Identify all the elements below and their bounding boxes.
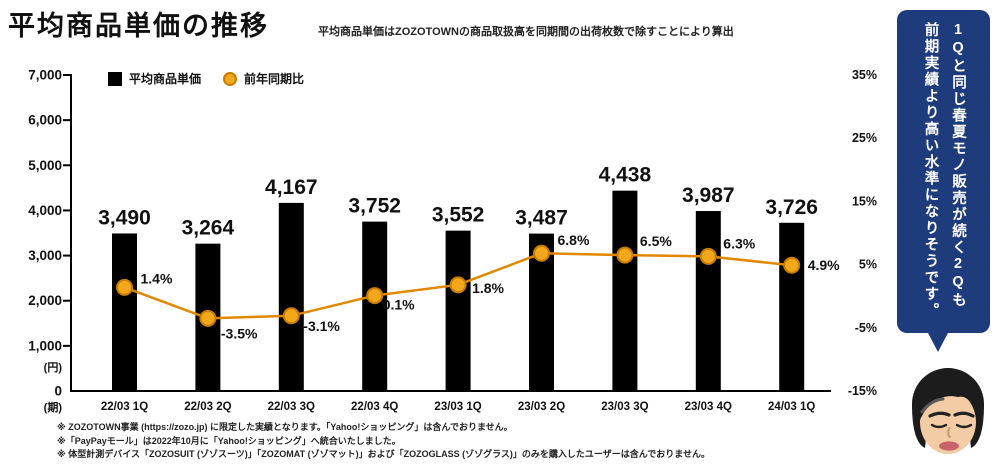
yoy-marker	[116, 278, 133, 296]
bar-value-label: 4,438	[599, 164, 652, 187]
y-tick-label: 7,000	[28, 68, 62, 83]
yoy-marker	[533, 244, 550, 262]
y-tick-label: 1,000	[28, 338, 62, 353]
callout-line: 前期実績より高い水準になりそうです。	[922, 21, 939, 319]
yoy-value-label: -3.5%	[221, 325, 258, 341]
x-category-label: 22/03 4Q	[351, 401, 398, 413]
y-tick-label: 5,000	[28, 158, 62, 173]
x-axis-unit-label: (期)	[44, 400, 63, 414]
x-category-label: 23/03 1Q	[434, 401, 481, 413]
yoy-marker	[282, 307, 300, 325]
x-category-label: 24/03 1Q	[768, 401, 815, 413]
bar-value-label: 4,167	[265, 176, 318, 199]
yoy-value-label: 6.3%	[723, 235, 755, 251]
yoy-value-label: 0.1%	[383, 297, 415, 313]
callout-line: 1Qと同じ春夏モノ販売が続く2Qも	[950, 21, 967, 309]
right-tick-label: -15%	[848, 384, 877, 398]
bar	[779, 222, 805, 391]
yoy-value-label: 1.8%	[472, 280, 504, 296]
footnote: ※ ZOZOTOWN事業 (https://zozo.jp) に限定した実績とな…	[57, 422, 513, 432]
yoy-marker	[783, 256, 801, 274]
bar-value-label: 3,726	[765, 196, 818, 219]
callout-tail-icon	[927, 331, 949, 352]
yoy-marker	[699, 247, 717, 265]
unit-price-chart: 7,000 6,000 5,000 4,000 3,000 2,000 1,000 0 (円) (…	[28, 68, 877, 415]
y-tick-label: 4,000	[28, 203, 62, 218]
page-title: 平均商品単価の推移	[8, 11, 269, 41]
bar-value-label: 3,987	[682, 184, 735, 207]
yoy-marker	[366, 287, 384, 305]
legend-label: 前年同期比	[244, 72, 305, 86]
bar-value-label: 3,264	[182, 217, 235, 240]
right-tick-label: 15%	[852, 194, 877, 208]
legend-item-unit-price: 平均商品単価	[108, 70, 201, 87]
yoy-marker	[199, 309, 217, 327]
right-tick-label: 5%	[859, 258, 877, 272]
bar	[112, 233, 137, 391]
bar	[362, 221, 388, 391]
bar-series-swatch-icon	[108, 71, 122, 86]
yoy-value-label: 4.9%	[808, 257, 840, 273]
yoy-marker	[449, 276, 467, 294]
footnotes: ※ ZOZOTOWN事業 (https://zozo.jp) に限定した実績とな…	[57, 421, 710, 462]
bar	[445, 230, 471, 391]
callout-text: 1Qと同じ春夏モノ販売が続く2Qも 前期実績より高い水準になりそうです。	[916, 22, 971, 322]
line-series-swatch-icon	[223, 71, 238, 86]
bar-value-label: 3,487	[515, 207, 568, 230]
x-category-label: 22/03 1Q	[101, 401, 148, 413]
yoy-value-label: 6.8%	[558, 232, 590, 248]
bar-value-label: 3,490	[98, 206, 151, 229]
x-category-label: 23/03 2Q	[518, 401, 565, 413]
bar-value-label: 3,552	[432, 204, 485, 227]
callout-bubble: 1Qと同じ春夏モノ販売が続く2Qも 前期実績より高い水準になりそうです。	[897, 10, 990, 333]
bar	[278, 202, 304, 391]
right-tick-label: 35%	[852, 68, 877, 82]
right-tick-label: 25%	[852, 131, 877, 145]
right-tick-label: -5%	[855, 321, 877, 335]
legend-label: 平均商品単価	[129, 72, 202, 86]
yoy-value-label: 1.4%	[141, 270, 173, 286]
yoy-marker	[616, 246, 634, 264]
y-tick-label: 2,000	[28, 293, 62, 308]
y-tick-label: 6,000	[28, 113, 62, 128]
x-category-label: 23/03 3Q	[601, 401, 648, 413]
yoy-value-label: 6.5%	[640, 233, 672, 249]
chart-legend: 平均商品単価 前年同期比	[108, 70, 304, 87]
page-subtitle: 平均商品単価はZOZOTOWNの商品取扱高を同期間の出荷枚数で除すことにより算出	[318, 26, 734, 38]
y-axis-unit-label: (円)	[44, 361, 63, 374]
x-category-label: 23/03 4Q	[685, 401, 732, 413]
yoy-value-label: -3.1%	[303, 318, 340, 334]
legend-item-yoy: 前年同期比	[223, 70, 304, 87]
y-tick-label: 0	[54, 384, 62, 399]
footnote: ※「PayPayモール」は2022年10月に「Yahoo!ショッピング」へ統合い…	[57, 435, 401, 446]
bar	[695, 211, 721, 391]
x-category-label: 22/03 2Q	[184, 401, 231, 413]
bar-value-label: 3,752	[348, 195, 401, 218]
bar	[612, 190, 638, 391]
presenter-avatar	[912, 368, 984, 454]
footnote: ※ 体型計測デバイス「ZOZOSUIT (ゾゾスーツ)」「ZOZOMAT (ゾゾ…	[57, 449, 711, 459]
x-category-label: 22/03 3Q	[268, 401, 315, 413]
y-tick-label: 3,000	[28, 248, 62, 263]
